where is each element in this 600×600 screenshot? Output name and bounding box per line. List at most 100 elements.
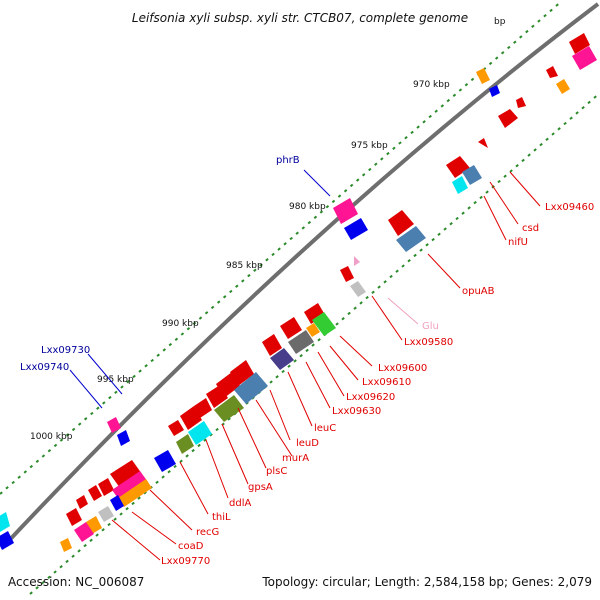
gene-label: Glu [422,321,439,332]
kbp-ticks: 970 kbp 975 kbp 980 kbp 985 kbp 990 kbp … [30,17,506,442]
track-dot [497,179,501,184]
track-dot [455,216,459,221]
track-dot [500,51,505,55]
track-dot [65,559,69,564]
track-dot [395,269,399,273]
gene-label: ddlA [229,498,251,509]
track-dot [185,454,189,458]
gene-feature [234,372,268,404]
track-dot [377,285,381,289]
gene-feature [60,538,72,552]
gene-feature [107,417,121,433]
track-dot [95,533,99,537]
track-dot [191,448,195,453]
track-dot [368,167,372,172]
track-dot [431,237,435,242]
gene-feature [498,109,518,128]
track-dot [575,111,579,115]
track-dot [440,104,445,108]
gene-label: thiL [212,512,231,523]
gene-label: csd [522,223,539,234]
track-dot [365,295,369,300]
track-dot [545,137,549,141]
track-dot [467,206,471,210]
track-dot [253,268,257,272]
gene-feature [0,512,10,532]
track-dot [101,528,105,532]
track-dot [458,88,463,92]
gene-feature [476,68,490,84]
gene-feature [98,478,114,496]
gene-label: opuAB [462,286,495,297]
track-dot [259,263,263,267]
track-dot [174,337,179,341]
track-dot [392,146,396,150]
track-dot [313,215,318,219]
track-dot [180,332,185,336]
gene-label: murA [282,453,309,464]
tick-label: 970 kbp [413,80,450,90]
track-dot [383,280,387,284]
track-dot [470,77,475,82]
track-dot [539,142,543,147]
track-dot [41,580,45,585]
track-dot [533,148,537,152]
track-dot [41,454,46,458]
gene-feature [452,176,468,194]
track-dot [359,301,363,305]
track-dot [17,475,21,479]
gene-feature [333,198,358,224]
track-dot [413,253,417,258]
track-dot [138,369,142,373]
track-dot [494,56,499,60]
track-dot [521,158,525,163]
track-dot [307,220,312,225]
gene-feature [288,330,314,354]
inner-strand-genes [60,33,597,552]
track-dot [0,491,3,495]
track-dot [162,348,167,352]
track-dot [132,374,136,379]
track-dot [371,290,375,294]
track-dot [380,157,384,161]
track-dot [210,305,215,310]
track-dot [47,575,51,579]
track-dot [353,306,357,310]
track-dot [311,343,315,347]
track-dot [443,227,447,231]
track-dot [204,311,209,315]
track-dot [59,438,64,442]
track-dot [446,98,451,103]
track-dot [343,189,348,193]
gene-feature [546,66,558,78]
track-dot [422,120,426,124]
track-dot [425,243,429,247]
track-dot [144,364,148,368]
track-dot [331,199,336,204]
track-dot [53,570,57,574]
track-dot [515,164,519,168]
track-dot [401,264,405,268]
track-dot [215,427,219,432]
gene-feature [112,471,148,501]
gene-feature [462,165,482,185]
gene-feature [98,506,114,522]
track-dot [150,358,154,363]
track-dot [167,470,171,474]
track-dot [102,401,106,405]
tick-label: 985 kbp [226,261,263,271]
gene-feature [262,334,282,356]
track-dot [108,395,112,400]
track-dot [509,169,513,173]
track-dot [389,274,393,279]
track-dot [407,259,411,263]
tick-label: 975 kbp [351,141,388,151]
track-dot [227,417,231,421]
track-dot [581,106,585,110]
label-connectors [69,169,541,561]
gene-feature [388,210,414,236]
track-dot [125,507,129,511]
track-dot [241,279,245,283]
track-dot [434,109,438,113]
track-dot [398,141,402,145]
